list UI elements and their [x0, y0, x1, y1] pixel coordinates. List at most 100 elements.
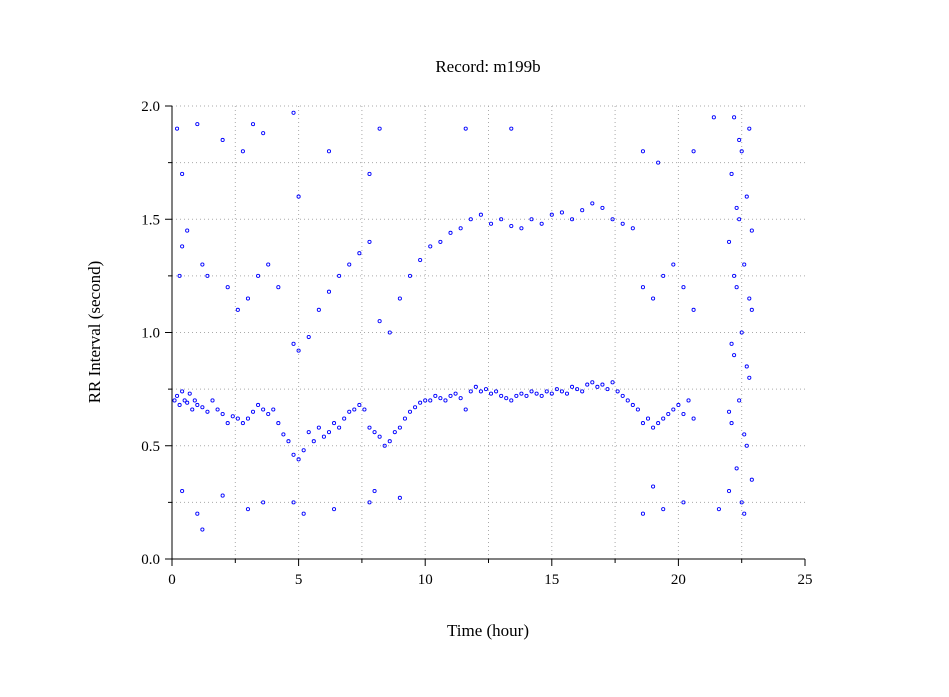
data-point — [387, 330, 392, 335]
data-point — [347, 262, 352, 267]
data-point — [630, 402, 635, 408]
data-point — [580, 389, 585, 394]
data-point — [372, 488, 377, 494]
data-point — [488, 221, 494, 226]
data-point — [676, 402, 681, 408]
data-point — [281, 432, 286, 437]
data-point — [640, 421, 646, 426]
data-point — [357, 402, 362, 408]
data-point — [468, 389, 473, 394]
data-point — [570, 217, 575, 222]
data-point — [423, 398, 428, 403]
data-point — [749, 477, 754, 482]
data-point — [448, 393, 453, 398]
data-point — [600, 382, 605, 387]
data-point — [749, 228, 754, 233]
data-point — [397, 495, 402, 500]
data-point — [215, 407, 220, 412]
data-point — [192, 398, 197, 403]
data-point — [691, 416, 696, 421]
data-point — [605, 387, 610, 392]
data-point — [499, 217, 504, 222]
data-point — [729, 341, 734, 346]
data-point — [321, 434, 326, 439]
data-point — [185, 228, 190, 233]
data-point — [407, 273, 413, 278]
data-point — [640, 149, 646, 154]
data-point — [337, 273, 342, 278]
data-point — [726, 488, 732, 494]
data-point — [331, 507, 337, 512]
data-point — [744, 443, 749, 448]
data-points — [172, 110, 754, 532]
data-point — [729, 171, 734, 176]
data-point — [250, 409, 256, 414]
data-point — [177, 402, 182, 408]
data-point — [747, 126, 752, 131]
data-point — [595, 384, 600, 389]
data-point — [726, 239, 732, 244]
data-point — [311, 439, 316, 444]
data-point — [326, 149, 332, 154]
x-tick-label: 10 — [418, 572, 433, 588]
data-point — [185, 400, 190, 405]
data-point — [729, 421, 734, 426]
data-point — [539, 221, 544, 226]
data-point — [744, 364, 749, 369]
x-tick-label: 5 — [295, 572, 303, 588]
data-point — [499, 393, 504, 398]
data-point — [504, 396, 509, 401]
data-point — [256, 273, 261, 278]
data-point — [529, 389, 534, 394]
data-point — [245, 296, 251, 301]
data-point — [711, 115, 716, 120]
data-point — [559, 389, 564, 394]
data-point — [175, 393, 180, 398]
data-point — [428, 244, 433, 249]
data-point — [559, 210, 564, 215]
y-tick-label: 2.0 — [141, 99, 160, 115]
data-point — [220, 493, 225, 498]
data-point — [666, 411, 671, 417]
y-tick-label: 1.0 — [141, 326, 160, 342]
data-point — [737, 137, 742, 143]
grid-lines — [172, 105, 805, 559]
data-point — [316, 307, 321, 312]
data-point — [175, 126, 180, 131]
data-point — [529, 217, 534, 222]
data-point — [276, 421, 281, 426]
data-point — [747, 296, 752, 301]
data-point — [367, 425, 372, 430]
data-point — [519, 226, 524, 231]
data-point — [367, 239, 372, 244]
data-point — [681, 411, 686, 417]
data-point — [651, 484, 656, 489]
data-point — [182, 398, 187, 403]
data-point — [453, 391, 458, 396]
data-point — [734, 285, 739, 290]
data-point — [549, 391, 554, 396]
data-point — [661, 416, 666, 421]
data-point — [651, 296, 656, 301]
data-point — [742, 262, 747, 267]
data-point — [180, 244, 185, 249]
data-point — [640, 285, 646, 290]
y-tick-label: 1.5 — [141, 212, 160, 228]
data-point — [377, 319, 382, 324]
data-point — [200, 405, 205, 410]
data-point — [524, 393, 529, 398]
data-point — [742, 432, 747, 437]
data-point — [691, 149, 696, 154]
axes — [165, 105, 806, 566]
data-point — [737, 217, 742, 222]
data-point — [286, 439, 291, 444]
data-point — [656, 160, 661, 165]
data-point — [686, 398, 691, 403]
data-point — [195, 122, 200, 127]
data-point — [296, 348, 301, 353]
data-point — [235, 307, 240, 312]
data-point — [691, 307, 696, 312]
data-point — [742, 511, 747, 516]
data-point — [225, 421, 230, 426]
data-point — [661, 273, 666, 278]
